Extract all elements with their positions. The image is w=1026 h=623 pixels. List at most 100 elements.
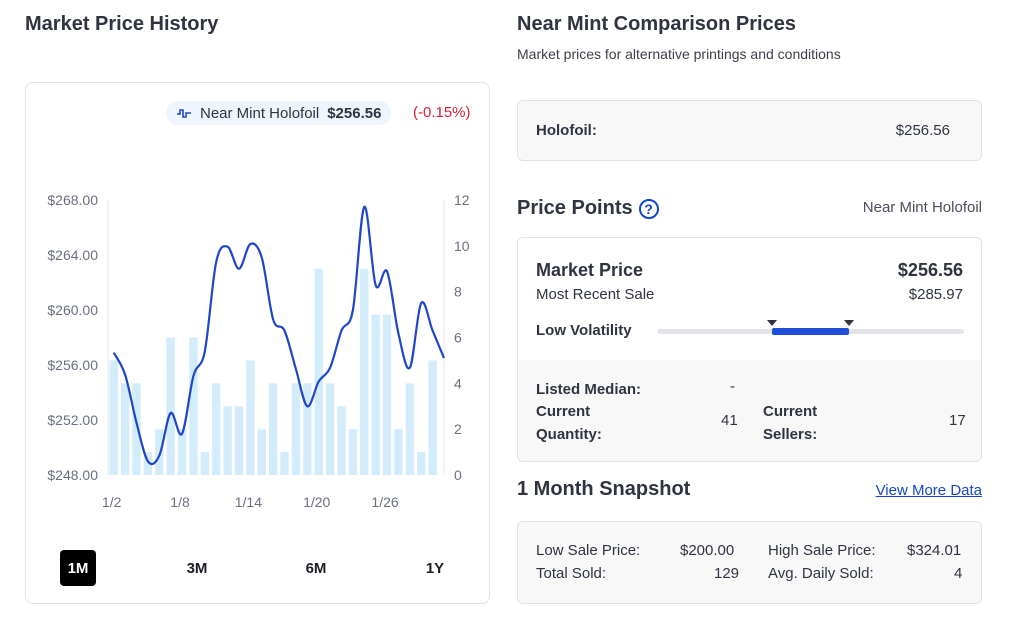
quantity-bar bbox=[143, 452, 153, 475]
quantity-bar bbox=[325, 383, 335, 475]
price-line-series bbox=[112, 205, 446, 466]
low-sale-label: Low Sale Price: bbox=[536, 542, 641, 559]
y-right-tick-label: 10 bbox=[454, 238, 470, 254]
price-points-title: Price Points ? bbox=[517, 197, 659, 220]
x-tick-label: 1/8 bbox=[170, 494, 190, 510]
y-left-tick-label: $256.00 bbox=[47, 357, 98, 373]
volatility-meter bbox=[657, 320, 964, 335]
quantity-bar bbox=[223, 406, 232, 475]
y-right-tick-label: 8 bbox=[454, 284, 462, 300]
quantity-bar bbox=[177, 429, 187, 475]
y-left-tick-label: $264.00 bbox=[47, 247, 98, 263]
quantity-bar bbox=[337, 406, 346, 475]
high-sale-label: High Sale Price: bbox=[768, 542, 876, 559]
current-quantity-value: 41 bbox=[721, 412, 738, 429]
volatility-marker-high bbox=[843, 320, 854, 326]
quantity-bar bbox=[360, 268, 369, 475]
market-price-label: Market Price bbox=[536, 260, 644, 280]
avg-daily-sold-label: Avg. Daily Sold: bbox=[768, 565, 874, 582]
current-sellers-label-line2: Sellers: bbox=[763, 426, 818, 443]
quantity-bar bbox=[212, 383, 221, 475]
y-left-tick-label: $252.00 bbox=[47, 412, 98, 428]
legend-change: (-0.15%) bbox=[413, 104, 471, 121]
listed-median-label: Listed Median: bbox=[536, 381, 642, 398]
legend-pill[interactable]: Near Mint Holofoil $256.56 bbox=[166, 101, 392, 125]
price-points-condition: Near Mint Holofoil bbox=[862, 199, 982, 216]
legend-label: Near Mint Holofoil bbox=[200, 104, 320, 122]
quantity-bar bbox=[405, 383, 415, 475]
x-tick-label: 1/20 bbox=[303, 494, 330, 510]
quantity-bar bbox=[280, 452, 289, 475]
question-circle-icon[interactable]: ? bbox=[638, 198, 659, 219]
holofoil-label: Holofoil: bbox=[536, 122, 597, 139]
quantity-bar bbox=[257, 429, 266, 475]
quantity-bar bbox=[109, 360, 118, 475]
range-selector: 1M 3M 6M 1Y bbox=[60, 550, 454, 586]
y-right-tick-label: 6 bbox=[454, 330, 462, 346]
current-sellers-label: Current Sellers: bbox=[763, 400, 817, 446]
quantity-bar bbox=[200, 452, 210, 475]
y-right-tick-label: 0 bbox=[454, 467, 462, 483]
price-points-title-text: Price Points bbox=[517, 197, 633, 219]
quantity-bar bbox=[132, 383, 141, 475]
avg-daily-sold-value: 4 bbox=[954, 565, 963, 582]
quantity-bar bbox=[371, 314, 380, 475]
holofoil-comparison-card: Holofoil: $256.56 bbox=[517, 100, 982, 161]
listed-median-value: - bbox=[730, 378, 735, 395]
x-tick-label: 1/14 bbox=[235, 494, 262, 510]
y-right-tick-label: 2 bbox=[454, 421, 462, 437]
range-3m-button[interactable]: 3M bbox=[179, 550, 215, 586]
y-right-tick-label: 12 bbox=[454, 192, 470, 208]
range-6m-button[interactable]: 6M bbox=[298, 550, 334, 586]
quantity-bar bbox=[428, 360, 437, 475]
quantity-bar bbox=[268, 383, 278, 475]
quantity-bar bbox=[246, 360, 255, 475]
current-quantity-label-line1: Current bbox=[536, 403, 591, 420]
price-history-card: Near Mint Holofoil $256.56 (-0.15%) $268… bbox=[25, 82, 490, 604]
x-tick-label: 1/26 bbox=[371, 494, 398, 510]
legend-price: $256.56 bbox=[327, 104, 382, 122]
x-tick-label: 1/2 bbox=[102, 494, 122, 510]
quantity-bar bbox=[166, 337, 175, 475]
quantity-bar bbox=[417, 452, 426, 475]
recent-sale-label: Most Recent Sale bbox=[536, 286, 655, 303]
recent-sale-value: $285.97 bbox=[908, 286, 963, 303]
market-price-value: $256.56 bbox=[897, 260, 963, 280]
y-right-tick-label: 4 bbox=[454, 375, 462, 391]
current-sellers-value: 17 bbox=[949, 412, 966, 429]
price-history-chart: $268.00 $264.00 $260.00 $256.00 $252.00 $248.… bbox=[47, 192, 470, 510]
quantity-bar bbox=[120, 383, 130, 475]
price-points-card: Market Price $256.56 Most Recent Sale $2… bbox=[517, 237, 982, 462]
holofoil-value: $256.56 bbox=[895, 122, 950, 139]
volatility-marker-low bbox=[767, 320, 778, 326]
snapshot-title: 1 Month Snapshot bbox=[517, 478, 691, 500]
quantity-bar bbox=[382, 314, 392, 475]
current-sellers-label-line1: Current bbox=[763, 403, 818, 420]
volatility-label: Low Volatility bbox=[536, 322, 632, 339]
quantity-bar bbox=[155, 429, 164, 475]
quantity-bar bbox=[189, 337, 198, 475]
view-more-data-link[interactable]: View More Data bbox=[875, 482, 982, 499]
low-sale-value: $200.00 bbox=[680, 542, 735, 559]
quantity-bar bbox=[303, 383, 312, 475]
range-1y-button[interactable]: 1Y bbox=[417, 550, 453, 586]
quantity-bar bbox=[348, 429, 358, 475]
snapshot-card: Low Sale Price: $200.00 High Sale Price:… bbox=[517, 521, 982, 604]
line-chart-icon bbox=[177, 109, 191, 118]
quantity-bar bbox=[234, 406, 244, 475]
total-sold-label: Total Sold: bbox=[536, 565, 607, 582]
comparison-subtitle: Market prices for alternative printings … bbox=[517, 46, 841, 62]
y-left-tick-label: $268.00 bbox=[47, 192, 98, 208]
comparison-title: Near Mint Comparison Prices bbox=[517, 13, 796, 35]
volatility-fill bbox=[772, 328, 849, 335]
current-quantity-label: Current Quantity: bbox=[536, 400, 602, 446]
y-left-tick-label: $260.00 bbox=[47, 302, 98, 318]
high-sale-value: $324.01 bbox=[907, 542, 962, 559]
price-points-stats: Listed Median: - Current Quantity: 41 Cu… bbox=[518, 360, 981, 461]
page-title-market-price-history: Market Price History bbox=[25, 13, 219, 35]
y-left-tick-label: $248.00 bbox=[47, 467, 98, 483]
quantity-bar bbox=[394, 429, 403, 475]
quantity-bar bbox=[314, 268, 323, 475]
range-1m-button[interactable]: 1M bbox=[60, 550, 96, 586]
quantity-bar bbox=[291, 383, 301, 475]
